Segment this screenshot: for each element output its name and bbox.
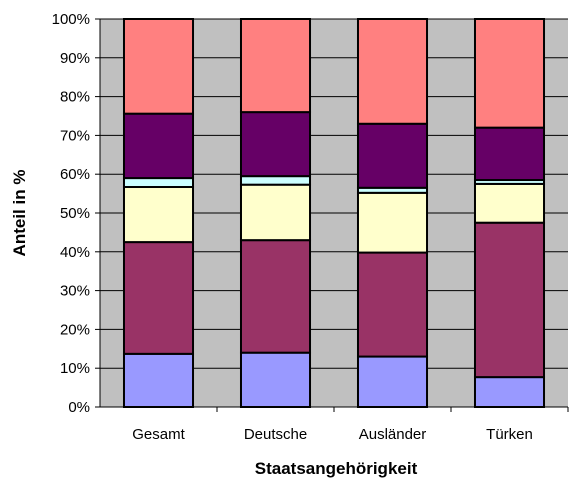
y-tick-label: 80% — [60, 89, 90, 106]
bar-segment — [122, 177, 195, 189]
y-tick-label: 10% — [60, 360, 90, 377]
bar-segment — [473, 126, 546, 182]
bar-segment — [239, 239, 312, 354]
y-tick-label: 100% — [52, 11, 90, 28]
y-tick-label: 50% — [60, 205, 90, 222]
y-axis-title: Anteil in % — [10, 170, 29, 257]
x-tick-label: Ausländer — [359, 426, 427, 443]
x-axis-title: Staatsangehörigkeit — [255, 459, 418, 478]
bar-segment — [239, 183, 312, 242]
bars — [122, 18, 546, 408]
bar-segment — [239, 111, 312, 178]
bar-segment — [239, 351, 312, 408]
bar-segment — [122, 241, 195, 355]
bar-segment — [473, 182, 546, 224]
bar-segment — [122, 18, 195, 115]
x-tick-label: Türken — [486, 426, 533, 443]
y-tick-label: 90% — [60, 50, 90, 67]
bar-segment — [122, 352, 195, 408]
y-tick-label: 60% — [60, 166, 90, 183]
y-tick-label: 30% — [60, 283, 90, 300]
y-tick-labels: 0% 10% 20% 30% 40% 50% 60% 70% 80% 90% 100% — [52, 11, 90, 416]
x-tick-label: Gesamt — [132, 426, 185, 443]
bar-segment — [473, 376, 546, 408]
y-tick-label: 40% — [60, 244, 90, 261]
x-tick-labels: Gesamt Deutsche Ausländer Türken — [132, 426, 533, 443]
bar-segment — [473, 18, 546, 129]
bar-segment — [122, 112, 195, 180]
bar-segment — [473, 221, 546, 379]
x-tick-label: Deutsche — [244, 426, 307, 443]
y-tick-label: 70% — [60, 127, 90, 144]
bar-segment — [356, 355, 429, 408]
bar-segment — [239, 175, 312, 186]
axes — [95, 18, 569, 412]
bar-segment — [122, 186, 195, 244]
bar-segment — [356, 122, 429, 189]
bar-segment — [356, 251, 429, 358]
y-tick-label: 0% — [68, 399, 90, 416]
bar-segment — [239, 18, 312, 114]
bar-segment — [356, 191, 429, 254]
bar-segment — [356, 18, 429, 125]
y-tick-label: 20% — [60, 321, 90, 338]
